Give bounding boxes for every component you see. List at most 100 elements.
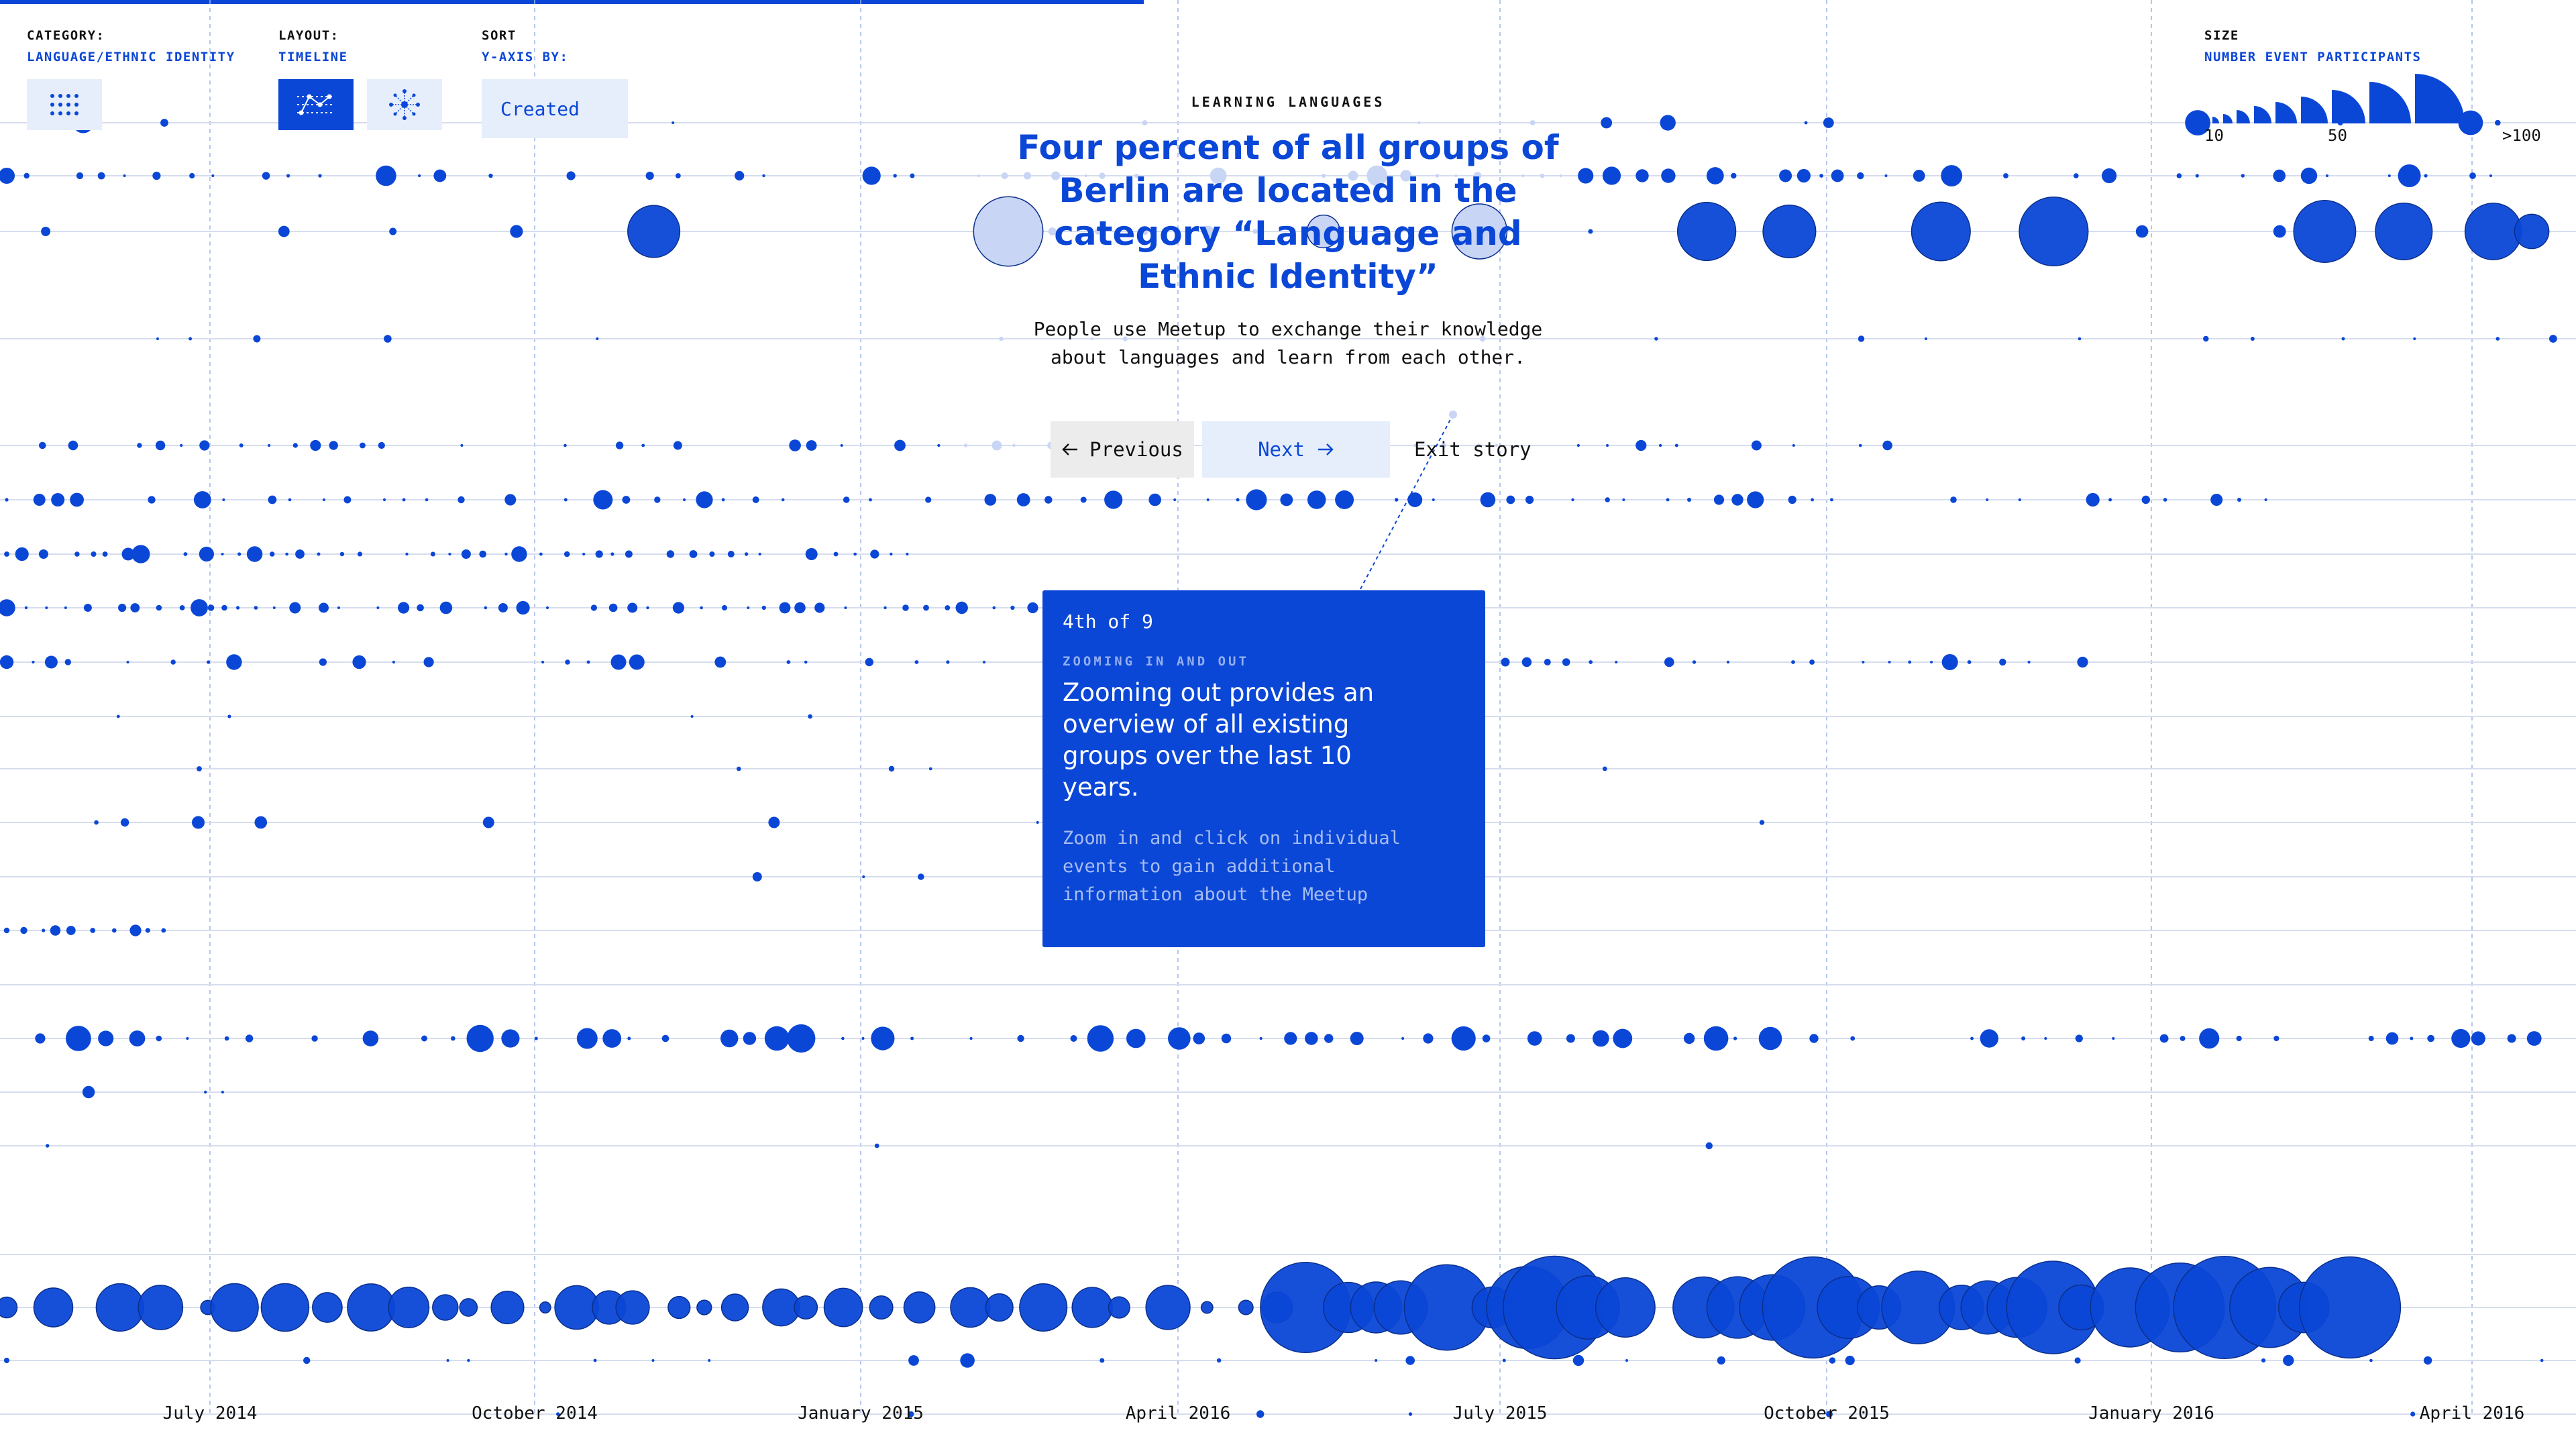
event-dot [1845, 1355, 1855, 1366]
event-dot [928, 767, 932, 771]
category-grid-button[interactable] [27, 79, 102, 130]
event-dot [1252, 229, 1258, 234]
event-dot [1071, 1287, 1113, 1328]
event-dot [721, 498, 725, 502]
event-dot [1280, 493, 1293, 506]
layout-cluster-button[interactable] [367, 79, 442, 130]
event-dot [843, 496, 850, 503]
event-dot [161, 928, 166, 933]
event-dot [1173, 498, 1177, 501]
event-dot [32, 660, 35, 664]
event-dot [937, 443, 941, 447]
group-row [0, 545, 2576, 564]
event-dot [1658, 443, 1662, 447]
event-dot [1407, 492, 1423, 507]
event-dot [319, 602, 329, 613]
layout-value[interactable]: TIMELINE [278, 50, 348, 64]
event-dot [1576, 443, 1580, 447]
event-dot [1148, 493, 1161, 506]
event-dot [270, 551, 275, 557]
event-dot [82, 1085, 95, 1099]
event-dot [1713, 494, 1725, 505]
event-dot [1941, 654, 1958, 670]
event-dot [347, 1283, 395, 1332]
event-dot [1986, 498, 1989, 501]
event-dot [946, 660, 950, 664]
event-dot [94, 820, 99, 825]
event-dot [1666, 498, 1670, 502]
event-dot [239, 443, 244, 447]
event-dot [787, 1024, 816, 1053]
event-dot [430, 551, 435, 557]
event-dot [2236, 1035, 2242, 1042]
event-dot [1408, 1412, 1413, 1416]
event-dot [654, 496, 661, 503]
event-dot [102, 551, 108, 557]
event-dot [1495, 444, 1498, 447]
event-dot [1731, 494, 1743, 506]
event-dot [1366, 165, 1388, 186]
event-dot [1454, 174, 1458, 177]
event-dot [727, 551, 735, 557]
event-dot [376, 165, 396, 186]
event-dot [2298, 1256, 2402, 1359]
event-dot [221, 553, 224, 555]
event-dot [1601, 117, 1613, 129]
group-row [0, 1142, 2576, 1150]
x-tick-label: July 2014 [162, 1403, 258, 1424]
event-dot [1676, 201, 1737, 262]
event-dot [2077, 656, 2088, 668]
event-dot [268, 495, 277, 504]
event-dot [35, 1033, 46, 1044]
event-dot [1044, 496, 1053, 504]
event-dot [204, 1090, 207, 1094]
event-dot [923, 604, 929, 611]
size-scale-step [2254, 106, 2271, 123]
next-button[interactable]: Next [1202, 421, 1390, 478]
event-dot [360, 442, 366, 449]
event-dot [608, 603, 618, 612]
event-dot [1482, 1034, 1491, 1042]
event-dot [1540, 173, 1545, 178]
group-row [0, 1410, 2576, 1418]
event-dot [46, 1144, 50, 1148]
event-dot [498, 603, 508, 612]
event-dot [1400, 170, 1412, 182]
event-dot [955, 601, 968, 614]
event-dot [337, 606, 340, 609]
event-dot [1674, 443, 1678, 447]
event-dot [323, 498, 325, 501]
event-dot [1087, 1025, 1114, 1052]
event-dot [423, 657, 434, 667]
category-value[interactable]: LANGUAGE/ETHNIC IDENTITY [27, 50, 235, 64]
layout-timeline-button[interactable] [278, 79, 354, 130]
event-dot [629, 654, 645, 670]
exit-story-link[interactable]: Exit story [1414, 438, 1532, 461]
event-dot [2241, 174, 2245, 178]
event-dot [667, 1295, 691, 1320]
event-dot [64, 606, 67, 609]
event-dot [24, 606, 28, 610]
event-dot [191, 599, 208, 616]
event-dot [51, 493, 65, 506]
event-dot [1602, 166, 1621, 185]
event-dot [418, 174, 421, 178]
event-dot [2176, 173, 2182, 178]
event-dot [1544, 659, 1551, 665]
event-dot [764, 1026, 790, 1051]
event-dot [343, 496, 352, 504]
event-dot [2283, 1354, 2294, 1366]
event-dot [969, 1036, 973, 1040]
event-dot [844, 606, 847, 609]
event-dot [593, 490, 613, 510]
event-dot [556, 1412, 560, 1416]
event-dot [186, 1036, 189, 1040]
event-dot [1804, 121, 1808, 125]
event-dot [183, 552, 188, 556]
event-dot [2210, 494, 2223, 506]
sort-select[interactable]: Created [482, 79, 628, 138]
event-dot [806, 440, 817, 451]
event-dot [392, 660, 396, 664]
event-dot [1375, 1359, 1378, 1362]
previous-button[interactable]: Previous [1051, 421, 1194, 478]
